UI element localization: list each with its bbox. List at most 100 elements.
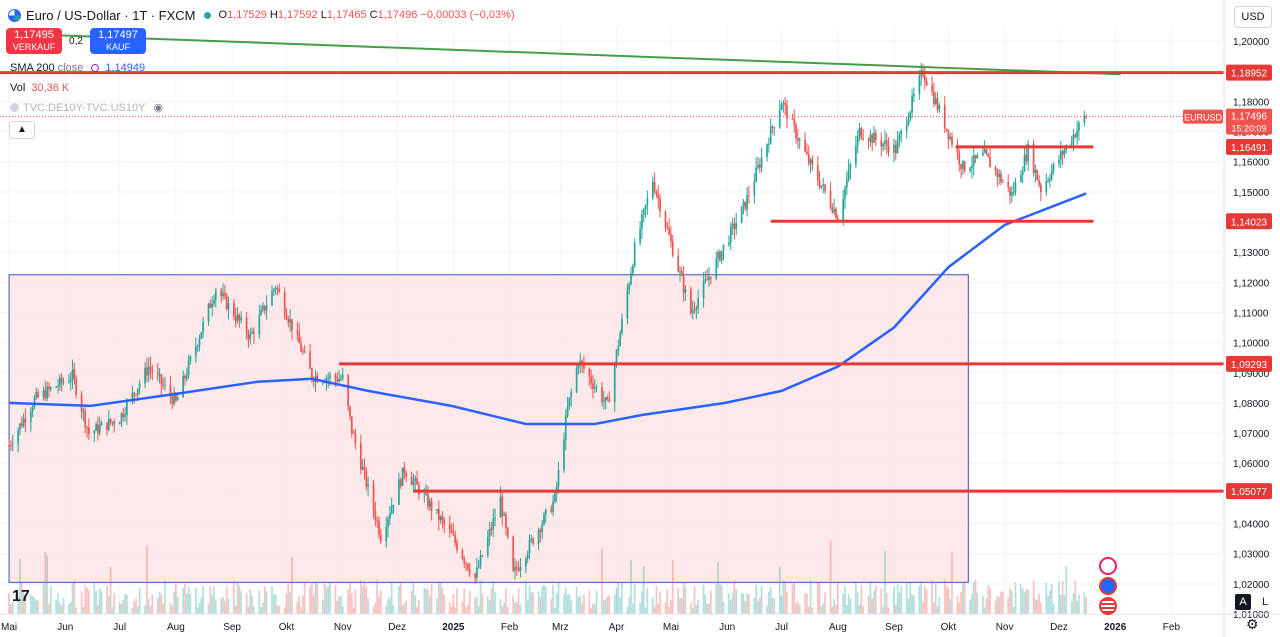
volume-bar xyxy=(234,605,237,614)
volume-bar xyxy=(441,588,444,614)
volume-bar xyxy=(909,582,912,614)
candle-body xyxy=(709,276,712,279)
candle-body xyxy=(860,127,863,139)
volume-bar xyxy=(42,583,45,614)
volume-legend[interactable]: Vol 30,36 K xyxy=(10,82,70,94)
event-lightning-icon[interactable] xyxy=(1099,557,1117,575)
currency-button[interactable]: USD xyxy=(1234,6,1272,28)
candle-body xyxy=(363,466,366,470)
trendline[interactable] xyxy=(9,32,1121,76)
volume-bar xyxy=(871,598,874,614)
volume-bar xyxy=(372,606,375,614)
candle-body xyxy=(1074,134,1077,138)
candle-body xyxy=(207,303,210,322)
volume-bar xyxy=(793,583,796,614)
spread-value: 0,2 xyxy=(69,35,83,47)
candle-body xyxy=(938,105,941,110)
candle-body xyxy=(956,144,959,153)
level-price-label: 1,05077 xyxy=(1231,487,1268,498)
candle-body xyxy=(189,356,192,361)
volume-bar xyxy=(887,607,890,614)
candle-body xyxy=(8,445,10,447)
volume-bar xyxy=(258,590,261,614)
volume-bar xyxy=(918,585,921,614)
candle-body xyxy=(37,392,39,397)
candle-body xyxy=(746,195,748,210)
sma-200-line[interactable] xyxy=(9,192,1087,426)
volume-bar xyxy=(842,593,845,614)
collapse-legend-button[interactable]: ▲ xyxy=(9,121,35,139)
candle-body xyxy=(347,374,350,407)
candle-body xyxy=(581,360,583,364)
candle-body xyxy=(793,118,796,125)
y-tick-label: 1,20000 xyxy=(1233,37,1270,48)
candle-body xyxy=(693,309,696,311)
volume-bar xyxy=(847,594,850,614)
candle-body xyxy=(719,251,721,261)
volume-bar xyxy=(311,583,313,614)
sma-legend[interactable]: SMA 200 close 1,14949 xyxy=(10,62,146,74)
event-us-flag-icon[interactable] xyxy=(1099,597,1117,615)
volume-bar xyxy=(541,586,544,614)
volume-bar xyxy=(376,580,379,614)
candle-body xyxy=(57,386,59,388)
volume-bar xyxy=(690,602,692,614)
volume-bar xyxy=(437,582,440,614)
volume-bar xyxy=(583,593,585,614)
gear-icon[interactable]: ⚙ xyxy=(1246,616,1259,632)
candle-body xyxy=(196,346,199,348)
hidden-eye-icon[interactable]: ◉ xyxy=(153,102,164,114)
candle-body xyxy=(807,153,810,164)
candle-body xyxy=(1000,173,1002,182)
x-tick-label: Mai xyxy=(1,622,17,633)
candle-body xyxy=(849,164,852,170)
candle-body xyxy=(93,430,96,434)
symbol-title[interactable]: Euro / US-Dollar · 1T · FXCM xyxy=(26,7,196,23)
volume-bar xyxy=(175,583,177,614)
candle-body xyxy=(809,159,812,164)
candle-body xyxy=(702,281,705,299)
candle-body xyxy=(900,130,903,136)
volume-bar xyxy=(619,597,622,614)
candle-body xyxy=(633,242,636,267)
compare-legend[interactable]: TVC:DE10Y-TVC:US10Y ◉ xyxy=(10,101,163,114)
volume-bar xyxy=(146,546,148,614)
tradingview-logo-icon[interactable]: 17 xyxy=(12,588,30,605)
range-box[interactable] xyxy=(8,274,969,583)
candle-body xyxy=(223,293,226,295)
volume-bar xyxy=(198,603,201,614)
candle-body xyxy=(285,314,288,320)
candle-body xyxy=(557,469,560,487)
volume-bar xyxy=(189,593,192,614)
log-scale-button[interactable]: L xyxy=(1261,596,1269,608)
candle-body xyxy=(113,421,116,425)
buy-button[interactable]: 1,17497 KAUF xyxy=(90,28,146,54)
candle-body xyxy=(626,290,629,319)
sell-button[interactable]: 1,17495 VERKAUF xyxy=(6,28,62,54)
volume-bar xyxy=(499,599,502,614)
volume-bar xyxy=(795,603,797,614)
candle-body xyxy=(766,144,768,158)
candle-body xyxy=(300,343,302,352)
candle-body xyxy=(887,145,890,153)
y-tick-label: 1,11000 xyxy=(1233,308,1269,319)
event-eu-flag-icon[interactable] xyxy=(1099,577,1117,595)
volume-bar xyxy=(766,605,768,614)
candle-body xyxy=(1072,134,1075,143)
candle-body xyxy=(550,509,553,512)
volume-bar xyxy=(147,598,150,614)
candle-body xyxy=(882,143,884,147)
y-tick-label: 1,01000 xyxy=(1233,610,1270,621)
candle-body xyxy=(568,397,571,407)
volume-bar xyxy=(1049,590,1051,614)
volume-bar xyxy=(1058,581,1060,614)
candle-body xyxy=(341,374,344,379)
volume-bar xyxy=(655,585,658,614)
candle-body xyxy=(31,407,34,412)
candle-body xyxy=(311,368,313,380)
candle-body xyxy=(501,496,504,516)
auto-scale-button[interactable]: A xyxy=(1235,594,1251,610)
volume-bar xyxy=(1007,597,1010,614)
candle-body xyxy=(822,184,825,186)
